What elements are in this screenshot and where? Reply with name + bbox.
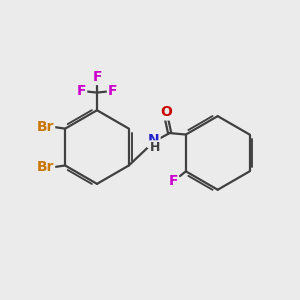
Text: Br: Br (37, 120, 54, 134)
Text: F: F (76, 84, 86, 98)
Text: Br: Br (37, 160, 54, 174)
Text: O: O (160, 106, 172, 119)
Text: F: F (108, 84, 117, 98)
Text: N: N (148, 133, 160, 147)
Text: F: F (168, 174, 178, 188)
Text: F: F (92, 70, 102, 84)
Text: H: H (150, 141, 160, 154)
